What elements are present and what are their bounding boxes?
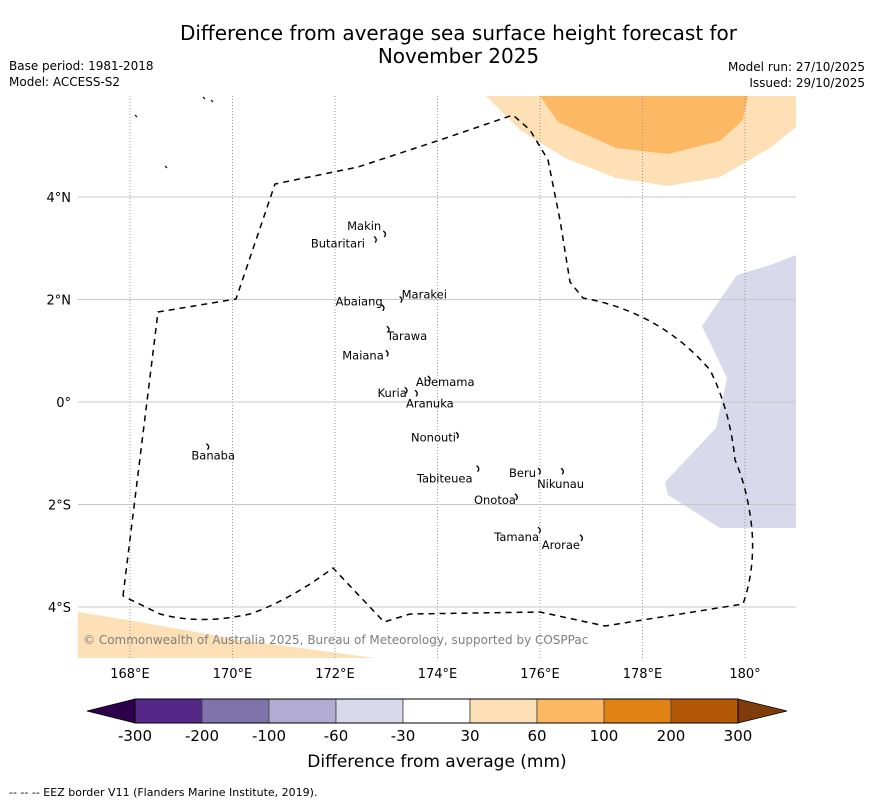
island-label: Marakei: [402, 288, 447, 302]
colorbar-tick-label: 200: [657, 727, 686, 745]
islet-outline: [134, 114, 138, 118]
grid-layer: [78, 96, 796, 658]
colorbar-tick-label: -60: [324, 727, 349, 745]
colorbar-tick-label: -30: [391, 727, 416, 745]
eez-border-line: [122, 114, 754, 627]
colorbar-tick-label: -100: [252, 727, 286, 745]
island-label: Tabiteuea: [416, 472, 473, 486]
island-outline: [476, 465, 480, 473]
colorbar-segment: [268, 698, 337, 724]
island-outline: [404, 386, 408, 394]
island-label: Tamana: [493, 530, 539, 544]
colorbar-label: Difference from average (mm): [307, 752, 566, 772]
island-outline: [537, 526, 541, 534]
island-outline: [537, 467, 541, 475]
colorbar-outline: [134, 698, 739, 724]
colorbar-tick-label: 60: [527, 727, 546, 745]
lat-tick-label: 2°S: [48, 499, 71, 514]
colorbar-tick-label: -200: [185, 727, 219, 745]
anomaly-30-60-southwest: [78, 612, 375, 658]
lat-tick-label: 4°N: [47, 191, 72, 206]
meta-left: Base period: 1981-2018 Model: ACCESS-S2: [9, 58, 154, 90]
base-period: Base period: 1981-2018: [9, 59, 154, 73]
island-label: Aranuka: [406, 396, 454, 410]
lon-tick-label: 174°E: [418, 667, 458, 682]
title-line-1: Difference from average sea surface heig…: [179, 21, 738, 45]
anomaly-layer: [78, 96, 796, 658]
island-outline: [579, 534, 583, 542]
lon-tick-label: 172°E: [315, 667, 355, 682]
eez-footnote: -- -- -- EEZ border V11 (Flanders Marine…: [9, 786, 318, 799]
colorbar-segment: [335, 698, 404, 724]
island-label: Abaiang: [336, 295, 383, 309]
colorbar-segment: [134, 698, 203, 724]
lat-tick-label: 0°: [56, 396, 71, 411]
island-label: Banaba: [191, 449, 235, 463]
island-label: Beru: [509, 466, 536, 480]
island-label: Tarawa: [386, 329, 427, 343]
islet-outline: [210, 99, 214, 103]
colorbar-segment: [402, 698, 471, 724]
eez-border: [122, 114, 754, 627]
colorbar-tick-label: 100: [590, 727, 619, 745]
island-outline: [514, 493, 518, 501]
colorbar-segment: [536, 698, 605, 724]
colorbar-segment: [670, 698, 739, 724]
island-label: Onotoa: [474, 493, 516, 507]
island-outline: [206, 443, 210, 451]
copyright-notice: © Commonwealth of Australia 2025, Bureau…: [83, 633, 588, 647]
lat-tick-label: 2°N: [47, 294, 72, 309]
colorbar-tick-label: -300: [118, 727, 152, 745]
island-outline: [373, 236, 377, 243]
island-label: Nonouti: [411, 430, 456, 444]
colorbar-tick-label: 30: [460, 727, 479, 745]
island-outline: [381, 304, 385, 312]
colorbar-segment: [603, 698, 672, 724]
islet-outline: [202, 96, 206, 100]
colorbar-segment: [469, 698, 538, 724]
meta-right: Model run: 27/10/2025 Issued: 29/10/2025: [728, 59, 865, 91]
island-label: Butaritari: [311, 237, 365, 251]
anomaly-minus30-minus60-east: [665, 255, 796, 528]
colorbar-tick-label: 300: [724, 727, 753, 745]
colorbar-under-arrow: [86, 698, 136, 724]
island-outline: [560, 467, 564, 475]
lon-tick-label: 168°E: [110, 667, 150, 682]
island-outline: [414, 389, 418, 397]
island-outline: [455, 431, 459, 439]
model-run: Model run: 27/10/2025: [727, 60, 865, 74]
lon-tick-label: 180°: [729, 667, 760, 682]
island-label: Kuria: [378, 386, 407, 400]
lon-tick-label: 170°E: [213, 667, 253, 682]
island-label: Nikunau: [537, 477, 584, 491]
lon-tick-label: 176°E: [520, 667, 560, 682]
colorbar: -300 -200 -100 -60 -30 30 60 100 200 300: [86, 698, 788, 745]
colorbar-segment: [201, 698, 270, 724]
anomaly-60-100-north: [540, 96, 748, 154]
lat-tick-label: 4°S: [48, 601, 71, 616]
island-layer: Makin Butaritari Marakei Abaiang TarawaMaian…: [134, 96, 584, 552]
island-outline: [427, 375, 431, 383]
island-label: Arorae: [542, 538, 580, 552]
island-outline: [385, 349, 389, 357]
colorbar-over-arrow: [737, 698, 788, 724]
model-name: Model: ACCESS-S2: [9, 75, 121, 89]
island-outline: [386, 325, 390, 333]
island-label: Abemama: [416, 375, 475, 389]
island-outline: [399, 295, 403, 303]
island-label: Makin: [347, 219, 381, 233]
title-line-2: November 2025: [377, 44, 540, 68]
issued-date: Issued: 29/10/2025: [749, 76, 865, 90]
islet-outline: [164, 165, 168, 169]
chart-title: Difference from average sea surface heig…: [0, 22, 873, 68]
island-label: Maiana: [342, 348, 384, 362]
axis-labels: 168°E 170°E 172°E 174°E 176°E 178°E 180° 4°N 2°N…: [47, 191, 761, 682]
island-outline: [382, 230, 387, 238]
lon-tick-label: 178°E: [623, 667, 663, 682]
